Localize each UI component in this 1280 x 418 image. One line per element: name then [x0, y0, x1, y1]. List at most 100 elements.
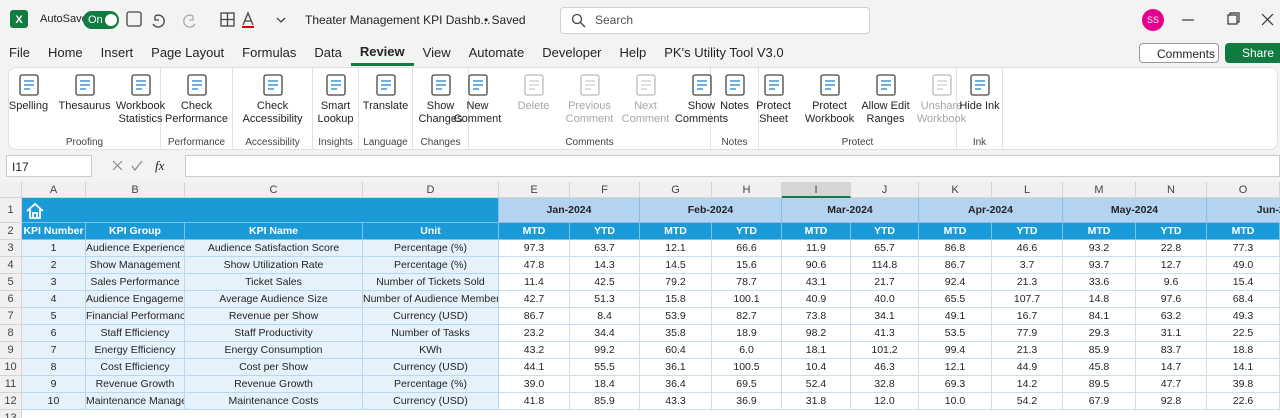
column-header: C: [185, 182, 363, 198]
ribbon-button-label: Smart Lookup: [317, 100, 354, 125]
kpi-cell: 7: [22, 342, 86, 359]
value-cell: 21.3: [992, 342, 1063, 359]
ribbon-button[interactable]: Workbook Statistics: [113, 72, 169, 126]
value-cell: 16.7: [992, 308, 1063, 325]
menu-tab[interactable]: File: [9, 45, 30, 60]
kpi-cell: KWh: [363, 342, 499, 359]
ribbon-button[interactable]: Translate: [358, 72, 414, 113]
formula-input[interactable]: [185, 155, 1280, 177]
menu-tab[interactable]: Data: [314, 45, 342, 60]
month-header: Jan-2024: [499, 198, 640, 223]
menu-tab[interactable]: Automate: [468, 45, 525, 60]
comments-button-label: Comments: [1157, 47, 1216, 61]
search-box[interactable]: Search: [560, 7, 870, 34]
value-cell: 36.4: [640, 376, 712, 393]
menu-tab[interactable]: Home: [47, 45, 83, 60]
menu-tab[interactable]: View: [422, 45, 451, 60]
kpi-cell: 2: [22, 257, 86, 274]
value-cell: 84.1: [1063, 308, 1136, 325]
ribbon-group-label: Protect: [841, 137, 874, 148]
ribbon-button[interactable]: Show Comments: [674, 72, 730, 126]
value-cell: 67.9: [1063, 393, 1136, 410]
ribbon-button[interactable]: Hide Ink: [952, 72, 1008, 113]
value-cell: 42.5: [570, 274, 640, 291]
value-cell: 39.0: [499, 376, 570, 393]
value-cell: 29.3: [1063, 325, 1136, 342]
kpi-cell: Currency (USD): [363, 308, 499, 325]
ribbon-button[interactable]: Check Accessibility: [241, 72, 305, 126]
value-cell: 65.7: [851, 240, 919, 257]
month-header: Mar-2024: [782, 198, 919, 223]
ribbon-button-label: Thesaurus: [58, 100, 111, 112]
ribbon-button[interactable]: Notes: [707, 72, 763, 113]
worksheet: A B C D E F G H I J K L M N O 1 2 3 4 5 6 7 8 9 10 11 12 13 Jan-2024…: [0, 182, 1280, 418]
kpi-cell: 6: [22, 325, 86, 342]
ribbon-button[interactable]: Show Changes: [413, 72, 469, 126]
share-button[interactable]: Share: [1225, 43, 1280, 63]
value-cell: 8.4: [570, 308, 640, 325]
value-cell: 51.3: [570, 291, 640, 308]
autosave-toggle[interactable]: On: [83, 11, 119, 29]
value-cell: 46.6: [992, 240, 1063, 257]
column-title: KPI Group: [86, 223, 185, 240]
value-cell: 40.9: [782, 291, 851, 308]
column-title: KPI Name: [185, 223, 363, 240]
ribbon-icon: [635, 74, 656, 96]
menu-tab[interactable]: Developer: [542, 45, 602, 60]
kpi-cell: Number of Tasks: [363, 325, 499, 342]
menu-tab[interactable]: Insert: [100, 45, 134, 60]
ribbon-button[interactable]: Smart Lookup: [308, 72, 364, 126]
ribbon-button-label: Show Changes: [418, 100, 463, 125]
value-cell: 99.4: [919, 342, 992, 359]
value-cell: 12.1: [640, 240, 712, 257]
ribbon-button[interactable]: Spelling: [1, 72, 57, 126]
ribbon-group-label: Language: [363, 137, 408, 148]
column-title: MTD: [919, 223, 992, 240]
ribbon-group: Protect Sheet Protect Workbook Allow Edit …: [756, 68, 966, 149]
value-cell: 99.2: [570, 342, 640, 359]
value-cell: 6.0: [712, 342, 782, 359]
value-cell: 89.5: [1063, 376, 1136, 393]
value-cell: 22.8: [1136, 240, 1207, 257]
ribbon-group-label: Performance: [167, 137, 226, 148]
value-cell: 43.3: [640, 393, 712, 410]
column-title: MTD: [499, 223, 570, 240]
value-cell: 10.4: [782, 359, 851, 376]
kpi-cell: Staff Efficiency: [86, 325, 185, 342]
value-cell: 101.2: [851, 342, 919, 359]
name-box[interactable]: I17: [6, 155, 92, 177]
menu-tab[interactable]: Help: [619, 45, 647, 60]
ribbon-button[interactable]: Protect Workbook: [802, 72, 858, 126]
row-header: 6: [0, 291, 22, 308]
menu-tab[interactable]: Formulas: [242, 45, 297, 60]
kpi-cell: Revenue Growth: [185, 376, 363, 393]
value-cell: 41.3: [851, 325, 919, 342]
menu-tab[interactable]: Review: [350, 40, 414, 66]
ribbon-group: Translate Language: [359, 68, 413, 149]
ribbon-group-label: Proofing: [65, 137, 104, 148]
toggle-knob: [105, 14, 117, 26]
menu-tab[interactable]: Page Layout: [151, 45, 225, 60]
user-avatar[interactable]: SS: [1142, 9, 1164, 31]
home-icon[interactable]: [24, 201, 46, 221]
ribbon-button[interactable]: Protect Sheet: [746, 72, 802, 126]
ribbon-button[interactable]: New Comment: [450, 72, 506, 126]
ribbon-button[interactable]: Thesaurus: [57, 72, 113, 126]
column-header: G: [640, 182, 712, 198]
kpi-cell: 5: [22, 308, 86, 325]
ribbon-icon: [467, 74, 488, 96]
value-cell: 100.5: [712, 359, 782, 376]
value-cell: 49.1: [919, 308, 992, 325]
column-header: O: [1207, 182, 1280, 198]
ribbon-button[interactable]: Check Performance: [163, 72, 230, 126]
column-title: YTD: [992, 223, 1063, 240]
ribbon-icon: [819, 74, 840, 96]
menu-tab[interactable]: PK's Utility Tool V3.0: [664, 45, 784, 60]
value-cell: 60.4: [640, 342, 712, 359]
ribbon-button[interactable]: Allow Edit Ranges: [858, 72, 914, 126]
ribbon-button: Next Comment: [618, 72, 674, 126]
quick-access-icons[interactable]: [125, 10, 295, 30]
value-cell: 49.0: [1207, 257, 1280, 274]
comments-button[interactable]: Comments: [1139, 43, 1219, 63]
window-controls[interactable]: [1180, 12, 1276, 28]
